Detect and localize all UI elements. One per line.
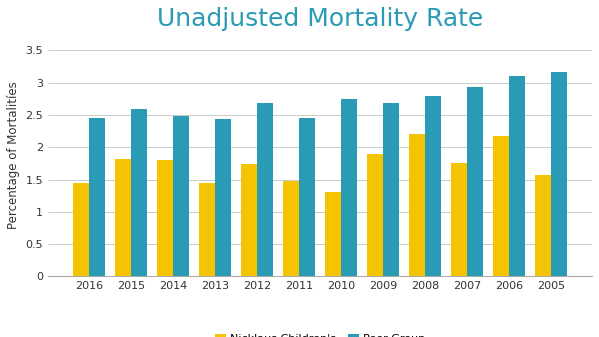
Bar (467, 87, 483, 276)
Bar (425, 96, 441, 276)
Bar (131, 109, 147, 276)
Bar (173, 116, 189, 276)
Bar (241, 164, 257, 276)
Bar (257, 103, 273, 276)
Bar (509, 75, 525, 276)
Bar (367, 154, 383, 276)
Bar (73, 183, 89, 276)
Bar (325, 192, 341, 276)
Title: Unadjusted Mortality Rate: Unadjusted Mortality Rate (157, 7, 483, 31)
Bar (199, 183, 215, 276)
Bar (115, 159, 131, 276)
Bar (341, 99, 357, 276)
Bar (536, 175, 551, 276)
Bar (383, 103, 399, 276)
Bar (494, 135, 509, 276)
Bar (157, 159, 173, 276)
Bar (299, 118, 315, 276)
Bar (283, 181, 299, 276)
Legend: Nicklaus Children's, Peer Group: Nicklaus Children's, Peer Group (210, 329, 429, 337)
Bar (215, 120, 231, 276)
Bar (409, 134, 425, 276)
Bar (451, 163, 467, 276)
Y-axis label: Percentage of Mortalitíes: Percentage of Mortalitíes (7, 82, 20, 229)
Bar (551, 72, 567, 276)
Bar (89, 118, 105, 276)
